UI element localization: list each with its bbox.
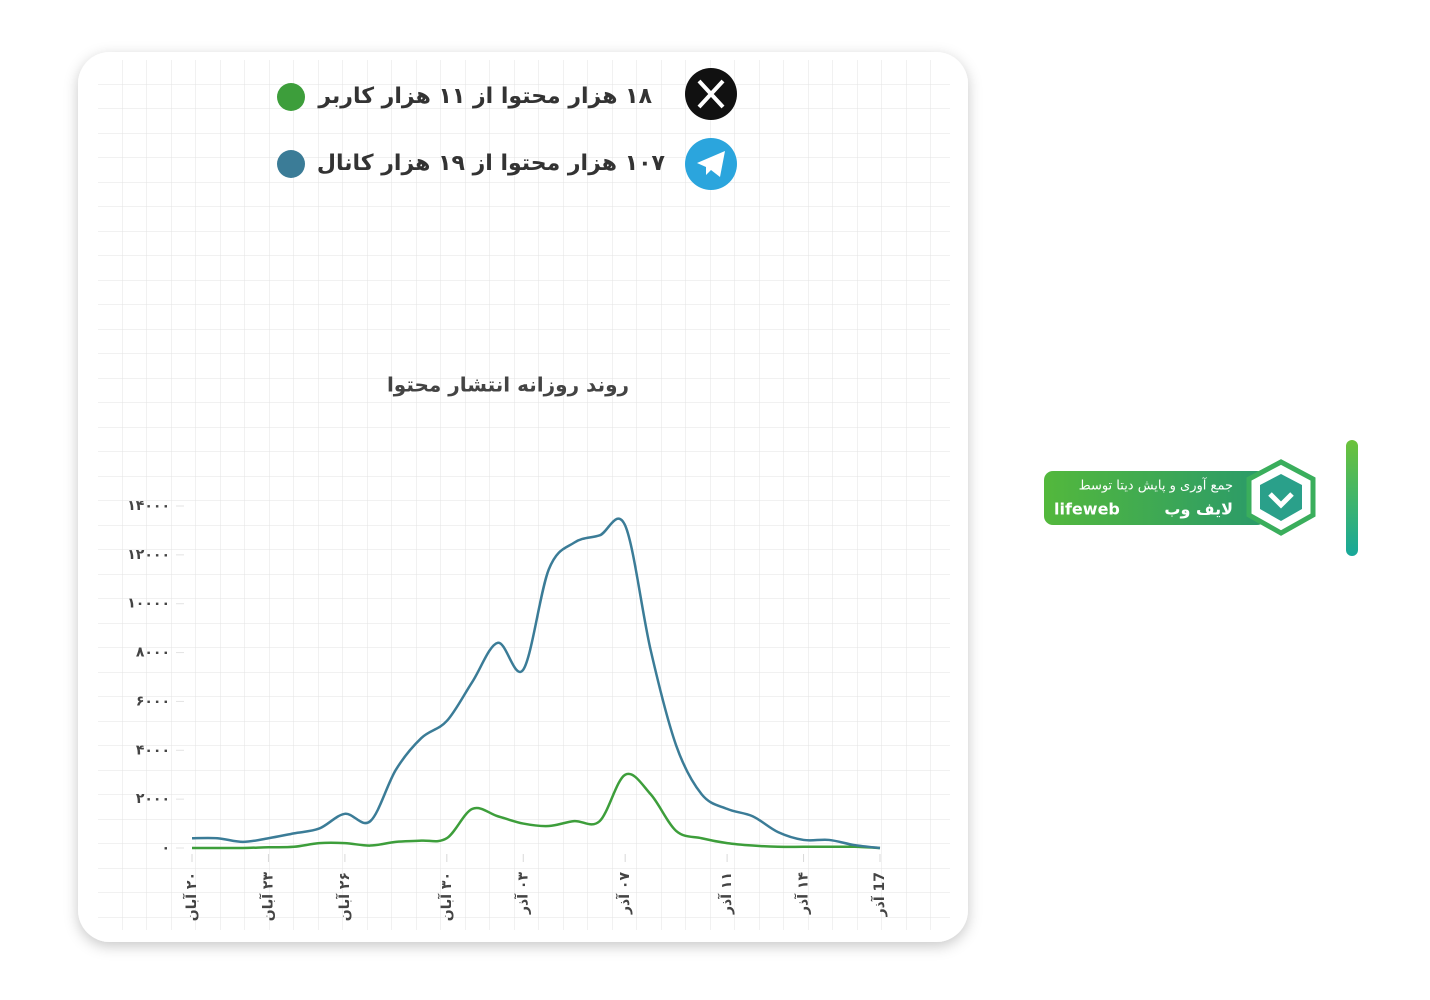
legend-marker: [277, 83, 305, 111]
y-tick-label: ۴۰۰۰: [136, 742, 170, 758]
y-tick-label: ۲۰۰۰: [136, 791, 170, 807]
x-tick-label: ۱۱ آذر: [717, 872, 735, 915]
x-tick-label: 17 آذر: [870, 872, 888, 917]
y-tick-label: ۰: [161, 840, 170, 856]
x-tick-label: ۲۳ آبان: [258, 872, 276, 922]
x-tick-label: ۲۰ آبان: [182, 872, 200, 921]
brand-bar: [1346, 440, 1358, 556]
series-line: [191, 517, 881, 850]
y-tick-label: ۱۲۰۰۰: [127, 547, 170, 563]
telegram-icon: [685, 138, 737, 190]
y-tick-label: ۱۰۰۰۰: [127, 596, 170, 612]
x-tick-label: ۰۳ آذر: [513, 872, 531, 915]
x-tick-label: ۱۴ آذر: [794, 872, 812, 915]
brand-name-fa: لایف وب: [1164, 500, 1233, 519]
x-tick-label: ۰۷ آذر: [615, 872, 633, 915]
x-icon: [685, 68, 737, 120]
grid-paper: [98, 60, 950, 930]
brand-name-en: lifeweb: [1054, 500, 1120, 519]
y-tick-label: ۶۰۰۰: [136, 693, 170, 709]
brand-tagline: جمع آوری و پایش دیتا توسط: [1079, 477, 1233, 494]
x-tick-label: ۲۶ آبان: [335, 872, 353, 921]
y-tick-label: ۸۰۰۰: [136, 645, 170, 661]
chart-title: روند روزانه انتشار محتوا: [387, 373, 629, 397]
y-tick-label: ۱۴۰۰۰: [127, 498, 170, 514]
legend-label: ۱۸ هزار محتوا از ۱۱ هزار کاربر: [317, 84, 652, 109]
series-line: [192, 772, 881, 850]
brand-badge: جمع آوری و پایش دیتا توسط لایف وب lifewe…: [1044, 440, 1358, 556]
brand-box: [1044, 471, 1266, 525]
x-tick-label: ۳۰ آبان: [437, 872, 455, 921]
legend-label: ۱۰۷ هزار محتوا از ۱۹ هزار کانال: [317, 151, 666, 176]
legend-marker: [277, 150, 305, 178]
